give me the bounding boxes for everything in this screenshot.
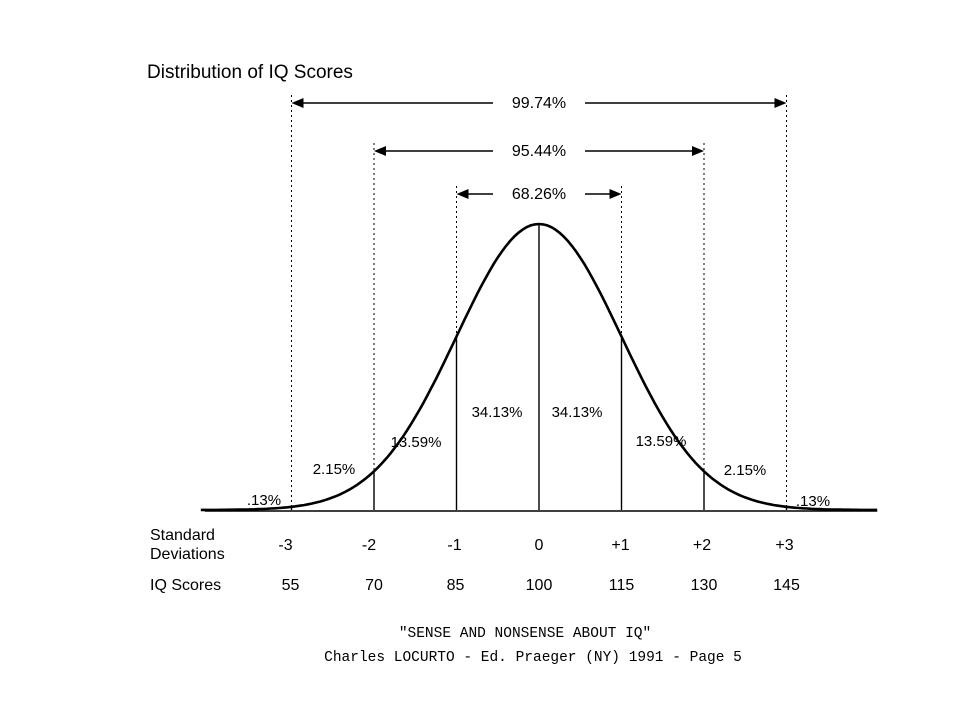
region-label-1: 2.15% (313, 461, 356, 478)
span-arrowhead-right-1 (692, 146, 704, 156)
iq-tick-label-2: 85 (447, 577, 465, 594)
citation-source: Charles LOCURTO - Ed. Praeger (NY) 1991 … (324, 650, 742, 666)
sd-tick-label-3: 0 (535, 537, 544, 554)
region-label-4: 34.13% (552, 404, 603, 421)
sd-tick-label-6: +3 (775, 537, 793, 554)
sd-tick-label-5: +2 (693, 537, 711, 554)
span-label-1: 95.44% (512, 143, 566, 160)
iq-tick-label-6: 145 (773, 577, 800, 594)
chart-title: Distribution of IQ Scores (147, 62, 353, 83)
region-label-6: 2.15% (724, 462, 767, 479)
region-label-5: 13.59% (636, 433, 687, 450)
span-label-2: 68.26% (512, 186, 566, 203)
region-label-3: 34.13% (472, 404, 523, 421)
span-label-0: 99.74% (512, 95, 566, 112)
citation-title: "SENSE AND NONSENSE ABOUT IQ" (399, 626, 651, 642)
region-label-0: .13% (247, 492, 281, 509)
sd-tick-label-0: -3 (278, 537, 292, 554)
sd-tick-label-2: -1 (447, 537, 461, 554)
iq-tick-label-4: 115 (609, 577, 635, 594)
iq-tick-label-0: 55 (282, 577, 300, 594)
iq-tick-label-1: 70 (365, 577, 383, 594)
span-arrowhead-right-0 (774, 98, 787, 108)
iq-tick-label-3: 100 (526, 577, 553, 594)
row-label-deviations: Deviations (150, 546, 225, 563)
span-arrowhead-left-0 (291, 98, 304, 108)
row-label-iq-scores: IQ Scores (150, 577, 221, 594)
span-arrowhead-left-2 (456, 189, 469, 199)
chart-marks (200, 95, 878, 512)
chart-labels: Standard Deviations IQ Scores 99.74% 95.4… (150, 95, 830, 594)
row-label-standard: Standard (150, 527, 215, 544)
region-label-2: 13.59% (391, 434, 442, 451)
span-arrowhead-right-2 (609, 189, 622, 199)
span-arrowhead-left-1 (374, 146, 386, 156)
sd-tick-label-4: +1 (611, 537, 629, 554)
iq-tick-label-5: 130 (691, 577, 718, 594)
sd-tick-label-1: -2 (362, 537, 376, 554)
region-label-7: .13% (796, 493, 830, 510)
